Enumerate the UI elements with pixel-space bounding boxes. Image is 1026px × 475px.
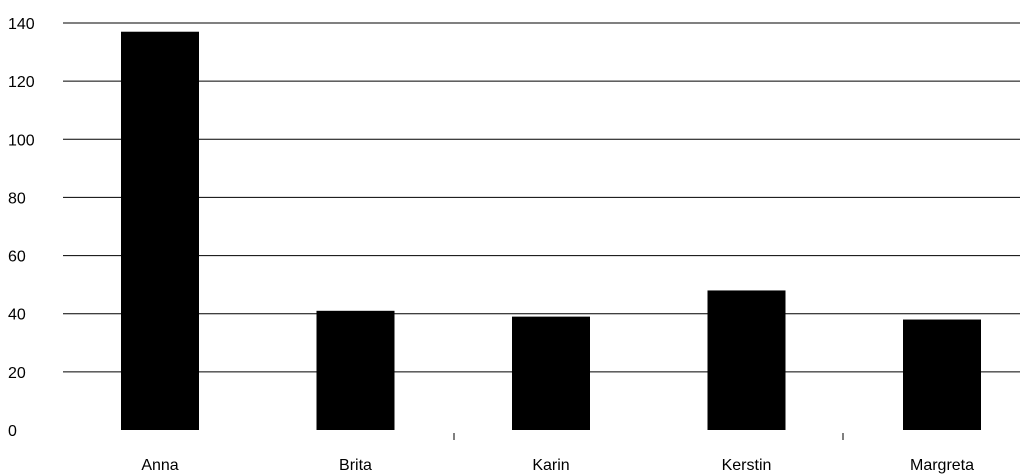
bar-margreta	[903, 319, 981, 430]
y-tick-label-60: 60	[8, 249, 26, 266]
x-axis-category-labels: Anna Brita Karin Kerstin Margreta	[141, 457, 974, 474]
bar-kerstin	[707, 290, 786, 430]
y-tick-label-120: 120	[8, 74, 35, 91]
gridlines	[63, 22, 1020, 373]
x-tick-label-brita: Brita	[339, 457, 372, 474]
y-tick-label-0: 0	[8, 423, 17, 440]
bar-karin	[512, 316, 590, 430]
bar-anna	[121, 31, 199, 430]
x-tick-label-karin: Karin	[532, 457, 569, 474]
y-tick-label-80: 80	[8, 190, 26, 207]
y-tick-label-140: 140	[8, 16, 35, 33]
x-tick-label-margreta: Margreta	[910, 457, 974, 474]
x-tick-label-kerstin: Kerstin	[722, 457, 772, 474]
y-tick-label-20: 20	[8, 365, 26, 382]
x-axis-tick-marks	[453, 433, 844, 440]
y-axis-tick-labels: 0 20 40 60 80 100 120 140	[8, 16, 35, 440]
bars	[121, 31, 981, 430]
bar-brita	[316, 310, 395, 430]
y-tick-label-100: 100	[8, 132, 35, 149]
y-tick-label-40: 40	[8, 307, 26, 324]
x-tick-label-anna: Anna	[141, 457, 178, 474]
